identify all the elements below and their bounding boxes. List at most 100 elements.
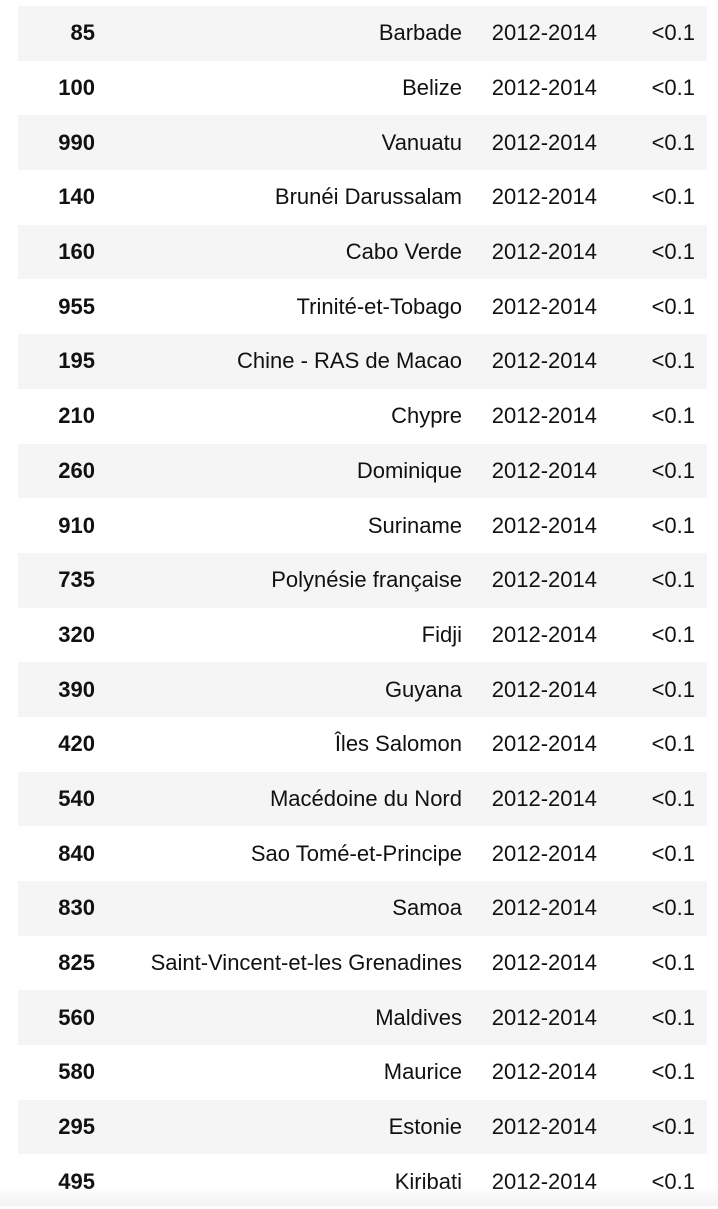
row-value-cell: <0.1	[651, 293, 695, 319]
row-code-cell: 100	[58, 75, 95, 101]
table-row: 735 Polynésie française 2012-2014 <0.1	[18, 552, 707, 608]
row-code-cell: 580	[58, 1059, 95, 1085]
table-row: 260 Dominique 2012-2014 <0.1	[18, 443, 707, 499]
row-country-cell: Samoa	[392, 895, 462, 921]
table-row: 830 Samoa 2012-2014 <0.1	[18, 881, 707, 936]
row-country-cell: Fidji	[421, 621, 462, 647]
row-value-cell: <0.1	[651, 403, 695, 429]
table-row: 100 Belize 2012-2014 <0.1	[18, 60, 707, 116]
row-period-cell: 2012-2014	[491, 840, 597, 866]
row-country-cell: Macédoine du Nord	[269, 785, 462, 811]
row-code-cell: 955	[58, 293, 95, 319]
data-table-container: 85 Barbade 2012-2014 <0.1 100 Belize 2012-2014…	[18, 6, 707, 1209]
row-code-cell: 420	[58, 731, 95, 757]
row-code-cell: 195	[58, 348, 95, 374]
scroll-edge-shadow	[0, 1186, 718, 1206]
row-code-cell: 560	[58, 1004, 95, 1030]
row-code-cell: 830	[58, 895, 95, 921]
table-row: 320 Fidji 2012-2014 <0.1	[18, 607, 707, 663]
row-value-cell: <0.1	[651, 621, 695, 647]
row-country-cell: Maldives	[375, 1004, 462, 1030]
row-country-cell: Chine - RAS de Macao	[237, 348, 462, 374]
row-period-cell: 2012-2014	[491, 293, 597, 319]
table-row: 910 Suriname 2012-2014 <0.1	[18, 498, 707, 553]
row-value-cell: <0.1	[651, 457, 695, 483]
row-period-cell: 2012-2014	[491, 895, 597, 921]
row-code-cell: 320	[58, 621, 95, 647]
row-period-cell: 2012-2014	[491, 567, 597, 593]
row-code-cell: 160	[58, 239, 95, 265]
row-country-cell: Brunéi Darussalam	[274, 184, 462, 210]
row-country-cell: Estonie	[388, 1114, 462, 1140]
row-value-cell: <0.1	[651, 567, 695, 593]
row-period-cell: 2012-2014	[491, 676, 597, 702]
row-country-cell: Suriname	[367, 512, 462, 538]
row-value-cell: <0.1	[651, 1114, 695, 1140]
row-country-cell: Trinité-et-Tobago	[296, 293, 462, 319]
row-code-cell: 825	[58, 950, 95, 976]
row-period-cell: 2012-2014	[491, 75, 597, 101]
row-code-cell: 140	[58, 184, 95, 210]
table-row: 160 Cabo Verde 2012-2014 <0.1	[18, 224, 707, 280]
row-period-cell: 2012-2014	[491, 239, 597, 265]
row-code-cell: 540	[58, 785, 95, 811]
table-row: 295 Estonie 2012-2014 <0.1	[18, 1099, 707, 1155]
table-row: 195 Chine - RAS de Macao 2012-2014 <0.1	[18, 334, 707, 389]
row-period-cell: 2012-2014	[491, 1059, 597, 1085]
row-country-cell: Barbade	[378, 20, 462, 46]
row-value-cell: <0.1	[651, 895, 695, 921]
row-country-cell: Saint-Vincent-et-les Grenadines	[150, 950, 462, 976]
table-row: 210 Chypre 2012-2014 <0.1	[18, 388, 707, 444]
row-code-cell: 85	[70, 20, 95, 46]
row-country-cell: Maurice	[383, 1059, 462, 1085]
row-value-cell: <0.1	[651, 129, 695, 155]
row-period-cell: 2012-2014	[491, 129, 597, 155]
row-country-cell: Guyana	[384, 676, 462, 702]
row-value-cell: <0.1	[651, 676, 695, 702]
row-code-cell: 990	[58, 129, 95, 155]
row-code-cell: 735	[58, 567, 95, 593]
table-row: 390 Guyana 2012-2014 <0.1	[18, 662, 707, 717]
table-row: 580 Maurice 2012-2014 <0.1	[18, 1045, 707, 1100]
row-period-cell: 2012-2014	[491, 184, 597, 210]
row-period-cell: 2012-2014	[491, 731, 597, 757]
table-row: 560 Maldives 2012-2014 <0.1	[18, 990, 707, 1046]
row-country-cell: Îles Salomon	[334, 731, 462, 757]
row-period-cell: 2012-2014	[491, 1004, 597, 1030]
row-code-cell: 260	[58, 457, 95, 483]
row-country-cell: Belize	[402, 75, 462, 101]
table-body: 85 Barbade 2012-2014 <0.1 100 Belize 2012-2014…	[18, 6, 707, 1209]
row-period-cell: 2012-2014	[491, 348, 597, 374]
table-row: 990 Vanuatu 2012-2014 <0.1	[18, 115, 707, 171]
row-code-cell: 295	[58, 1114, 95, 1140]
row-value-cell: <0.1	[651, 348, 695, 374]
row-value-cell: <0.1	[651, 785, 695, 811]
row-period-cell: 2012-2014	[491, 403, 597, 429]
row-value-cell: <0.1	[651, 731, 695, 757]
row-value-cell: <0.1	[651, 239, 695, 265]
table-row: 840 Sao Tomé-et-Principe 2012-2014 <0.1	[18, 826, 707, 881]
table-row: 955 Trinité-et-Tobago 2012-2014 <0.1	[18, 279, 707, 335]
table-row: 140 Brunéi Darussalam 2012-2014 <0.1	[18, 170, 707, 225]
row-country-cell: Chypre	[391, 403, 462, 429]
row-country-cell: Sao Tomé-et-Principe	[250, 840, 462, 866]
row-country-cell: Vanuatu	[381, 129, 462, 155]
row-country-cell: Cabo Verde	[345, 239, 462, 265]
row-value-cell: <0.1	[651, 950, 695, 976]
row-value-cell: <0.1	[651, 20, 695, 46]
data-table: 85 Barbade 2012-2014 <0.1 100 Belize 2012-2014…	[18, 6, 707, 1209]
table-row: 420 Îles Salomon 2012-2014 <0.1	[18, 716, 707, 772]
row-value-cell: <0.1	[651, 512, 695, 538]
row-period-cell: 2012-2014	[491, 785, 597, 811]
row-value-cell: <0.1	[651, 75, 695, 101]
row-code-cell: 210	[58, 403, 95, 429]
row-period-cell: 2012-2014	[491, 950, 597, 976]
row-period-cell: 2012-2014	[491, 512, 597, 538]
row-code-cell: 910	[58, 512, 95, 538]
table-row: 825 Saint-Vincent-et-les Grenadines 2012-2…	[18, 935, 707, 991]
row-period-cell: 2012-2014	[491, 1114, 597, 1140]
row-country-cell: Dominique	[356, 457, 462, 483]
row-period-cell: 2012-2014	[491, 621, 597, 647]
table-row: 85 Barbade 2012-2014 <0.1	[18, 6, 707, 61]
row-country-cell: Polynésie française	[271, 567, 462, 593]
